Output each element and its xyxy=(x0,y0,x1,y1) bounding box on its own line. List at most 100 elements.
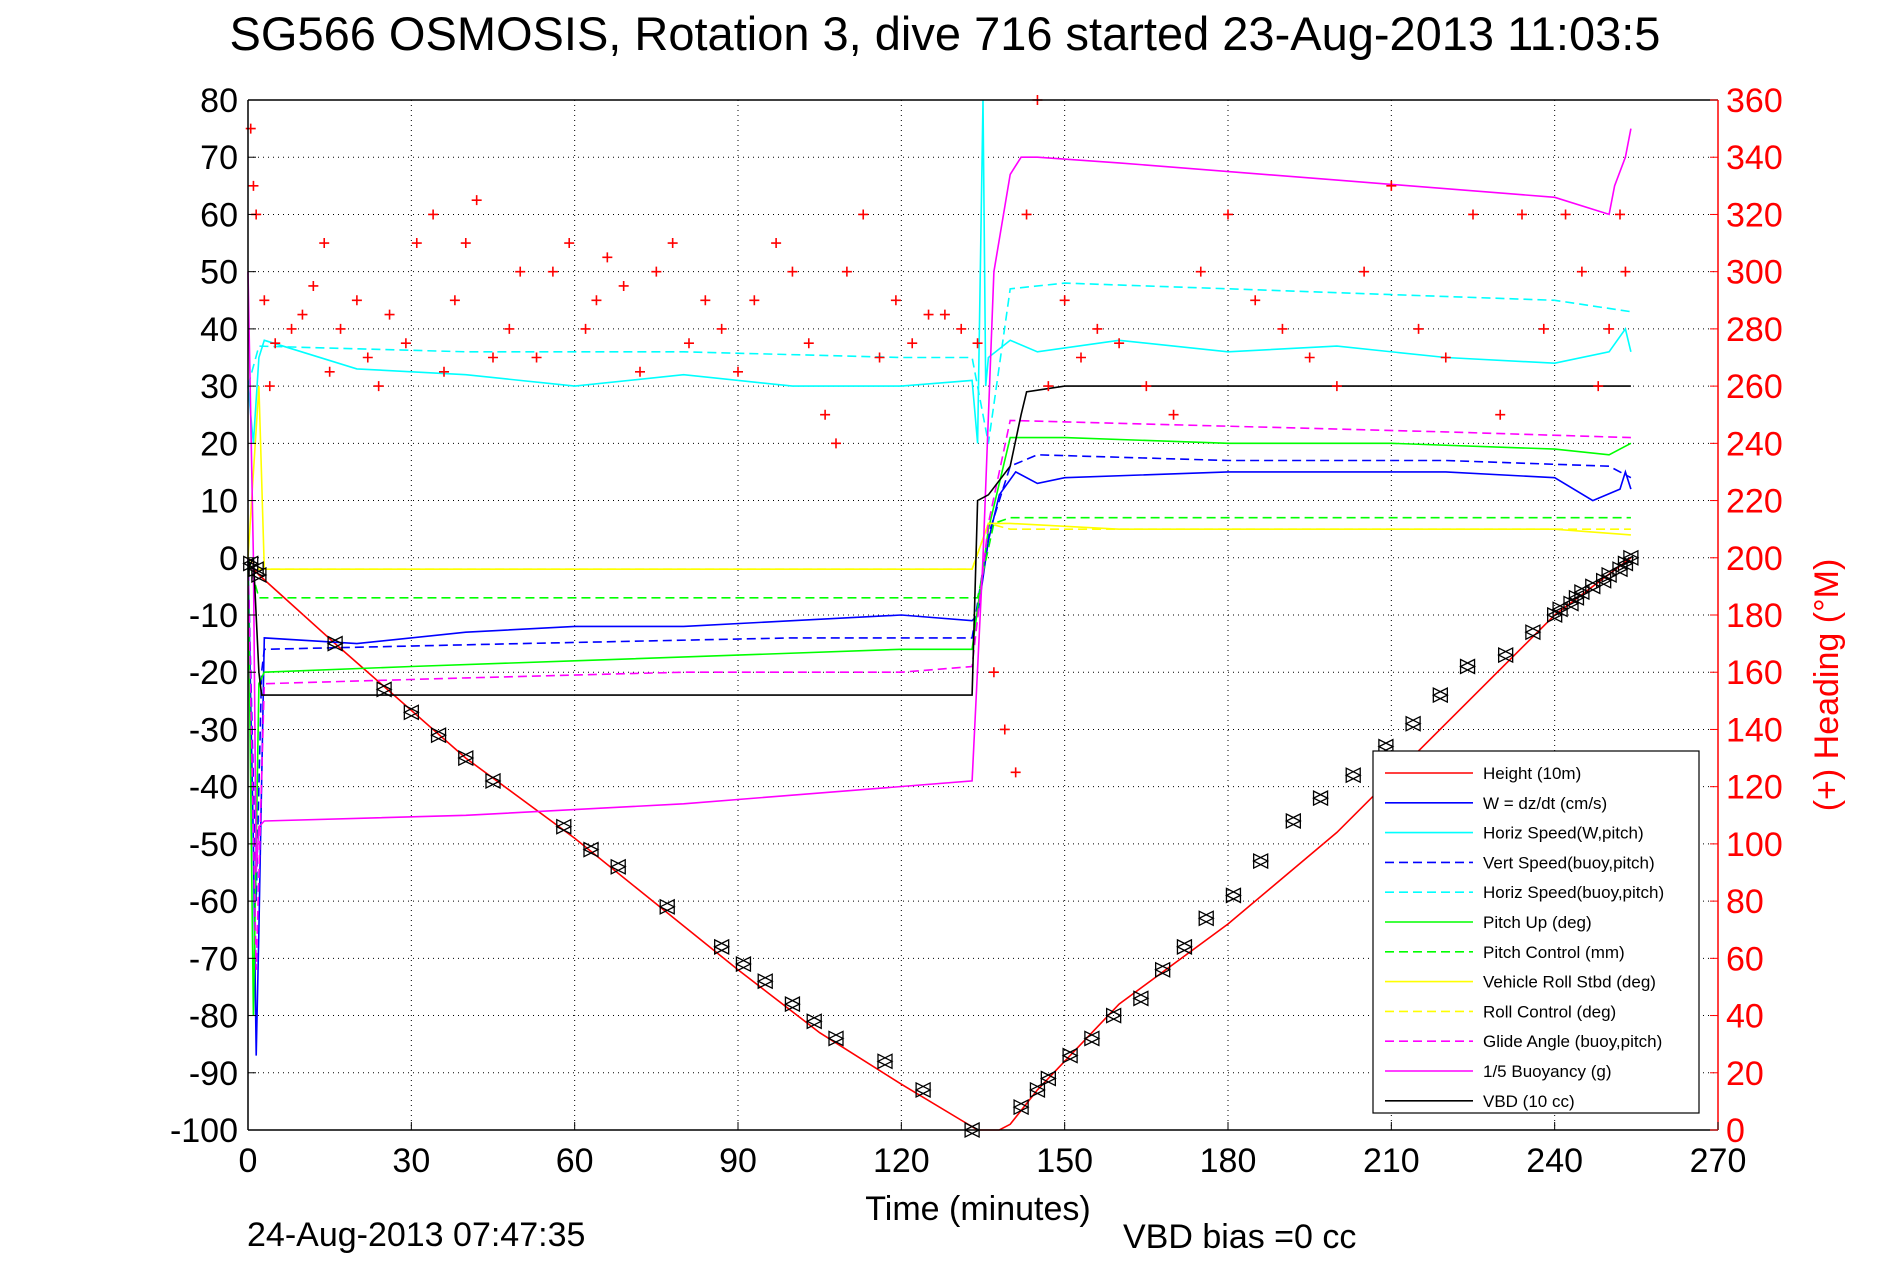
height-marker xyxy=(1524,624,1542,641)
heading-point xyxy=(1195,266,1206,277)
height-marker xyxy=(1252,853,1270,870)
grid-lines xyxy=(248,100,1718,1130)
heading-point xyxy=(602,252,613,263)
height-marker xyxy=(1377,738,1395,755)
heading-point xyxy=(564,238,575,249)
heading-point xyxy=(248,180,259,191)
height-marker xyxy=(242,555,260,572)
heading-point xyxy=(1359,266,1370,277)
legend-entry-label: Glide Angle (buoy,pitch) xyxy=(1483,1032,1662,1051)
x-tick-label: 210 xyxy=(1363,1142,1420,1180)
height-marker xyxy=(609,858,627,875)
legend-entry-label: W = dz/dt (cm/s) xyxy=(1483,794,1607,813)
heading-point xyxy=(259,295,270,306)
heading-point xyxy=(1114,338,1125,349)
heading-point xyxy=(820,409,831,420)
height-marker xyxy=(1197,910,1215,927)
x-tick-label: 60 xyxy=(556,1142,594,1180)
footer-vbd-bias: VBD bias =0 cc xyxy=(1123,1218,1356,1256)
y-tick-label: 70 xyxy=(200,139,238,177)
heading-point xyxy=(1560,209,1571,220)
y2-tick-label: 240 xyxy=(1726,425,1783,463)
heading-point xyxy=(1604,323,1615,334)
y2-tick-label: 300 xyxy=(1726,254,1783,292)
heading-point xyxy=(618,280,629,291)
chart-title: SG566 OSMOSIS, Rotation 3, dive 716 star… xyxy=(230,7,1661,60)
height-marker xyxy=(1562,595,1580,612)
series-line xyxy=(247,419,1631,970)
height-marker xyxy=(1616,555,1634,572)
heading-point xyxy=(1059,295,1070,306)
heading-point xyxy=(651,266,662,277)
x-tick-label: 120 xyxy=(873,1142,930,1180)
x-tick-label: 240 xyxy=(1526,1142,1583,1180)
heading-point xyxy=(411,238,422,249)
heading-point xyxy=(1223,209,1233,220)
series-line xyxy=(247,128,1632,873)
x-tick-label: 180 xyxy=(1200,1142,1257,1180)
y-tick-label: 20 xyxy=(200,425,238,463)
heading-point xyxy=(700,295,711,306)
height-marker xyxy=(1497,647,1515,664)
heading-point xyxy=(400,338,411,349)
legend-entry-label: Vert Speed(buoy,pitch) xyxy=(1483,853,1655,872)
heading-point xyxy=(972,338,983,349)
heading-point xyxy=(449,295,460,306)
x-tick-label: 0 xyxy=(239,1142,258,1180)
y-tick-label: 80 xyxy=(200,82,238,120)
axes: 0 30 60 90 120 150 180 210 240 270 80 70 60 50 40 30 20 1… xyxy=(170,82,1783,1180)
height-marker xyxy=(484,772,502,789)
heading-point xyxy=(373,381,384,392)
heading-point xyxy=(1576,266,1587,277)
y-tick-label: -60 xyxy=(189,883,238,921)
heading-point xyxy=(324,366,335,377)
y-tick-label: -10 xyxy=(189,597,238,635)
y2-tick-label: 120 xyxy=(1726,769,1783,807)
heading-point xyxy=(1076,352,1086,363)
y-tick-label: -90 xyxy=(189,1055,238,1093)
heading-point xyxy=(684,338,694,349)
y2-tick-label: 60 xyxy=(1726,940,1764,978)
height-marker xyxy=(457,750,475,767)
heading-point xyxy=(286,323,297,334)
heading-point xyxy=(1386,180,1397,191)
height-marker xyxy=(250,566,268,583)
height-marker xyxy=(783,996,801,1013)
y2-tick-label: 40 xyxy=(1726,998,1764,1036)
y2-tick-label: 180 xyxy=(1726,597,1783,635)
height-marker xyxy=(1622,549,1640,566)
legend-entry-label: VBD (10 cc) xyxy=(1483,1092,1575,1111)
heading-point xyxy=(319,238,330,249)
y-tick-label: -80 xyxy=(189,998,238,1036)
heading-point xyxy=(1517,209,1527,220)
legend-entry-label: Horiz Speed(buoy,pitch) xyxy=(1483,883,1664,902)
series-line xyxy=(247,469,1632,1056)
height-marker xyxy=(914,1081,932,1098)
y-tick-label: 10 xyxy=(200,483,238,521)
height-marker xyxy=(402,704,420,721)
y-tick-label: -40 xyxy=(189,769,238,807)
heading-point xyxy=(733,366,743,377)
series-line xyxy=(247,282,1632,444)
height-marker xyxy=(1039,1070,1057,1087)
y-tick-label: 0 xyxy=(219,540,238,578)
y2-tick-label: 100 xyxy=(1726,826,1783,864)
height-marker xyxy=(1012,1099,1030,1116)
heading-point xyxy=(956,323,967,334)
heading-point xyxy=(1495,409,1506,420)
heading-point xyxy=(547,266,558,277)
series-line xyxy=(247,436,1632,1016)
heading-point xyxy=(923,309,934,320)
y-tick-label: -100 xyxy=(170,1112,238,1150)
heading-point xyxy=(1593,381,1604,392)
heading-point xyxy=(907,338,918,349)
heading-point xyxy=(1413,323,1424,334)
series-line xyxy=(247,385,1631,696)
height-marker xyxy=(1404,715,1422,732)
heading-point xyxy=(384,309,395,320)
heading-point xyxy=(504,323,515,334)
heading-point xyxy=(1538,323,1549,334)
heading-point xyxy=(667,238,678,249)
y2-tick-label: 0 xyxy=(1726,1112,1745,1150)
height-marker xyxy=(555,818,573,835)
